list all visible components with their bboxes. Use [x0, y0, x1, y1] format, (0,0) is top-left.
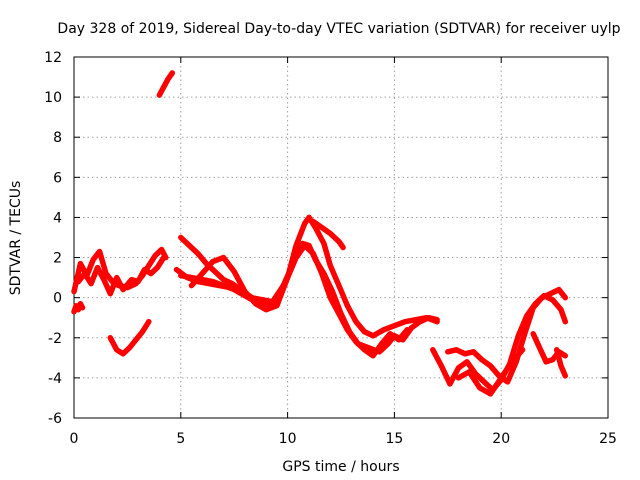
- x-tick-label: 10: [279, 431, 297, 447]
- y-tick-label: 10: [44, 90, 62, 106]
- y-tick-label: 4: [53, 210, 62, 226]
- chart-title: Day 328 of 2019, Sidereal Day-to-day VTE…: [57, 21, 620, 37]
- y-tick-label: 12: [44, 50, 62, 66]
- series-arc-12: [445, 286, 569, 385]
- x-tick-label: 15: [385, 431, 403, 447]
- y-tick-label: 8: [53, 130, 62, 146]
- data-traces: [71, 70, 569, 397]
- y-tick-label: 2: [53, 251, 62, 267]
- y-tick-label: 0: [53, 291, 62, 307]
- y-tick-label: -6: [48, 411, 62, 427]
- grid: [74, 57, 608, 418]
- series-arc-10: [310, 218, 346, 251]
- plot-frame: [73, 56, 609, 419]
- y-tick-label: -4: [48, 371, 62, 387]
- series-arc-13: [455, 347, 526, 397]
- x-axis-label: GPS time / hours: [282, 459, 399, 475]
- series-arc-7: [178, 242, 410, 359]
- series-arc-9: [188, 214, 440, 339]
- x-tick-label: 20: [492, 431, 510, 447]
- series-arc-5: [156, 70, 176, 98]
- y-tick-label: -2: [48, 331, 62, 347]
- x-tick-label: 5: [176, 431, 185, 447]
- y-axis-label: SDTVAR / TECUs: [8, 181, 24, 296]
- x-tick-label: 25: [599, 431, 617, 447]
- series-arc-3: [75, 254, 167, 297]
- axis-ticks: 0 5 10 15 20 25 -6 -4 -2 0 2 4 6 8 10 12: [44, 50, 617, 447]
- series-arc-4: [107, 318, 152, 357]
- x-tick-label: 0: [70, 431, 79, 447]
- y-tick-label: 6: [53, 170, 62, 186]
- series-arc-1: [71, 300, 86, 315]
- series-arc-15: [553, 347, 569, 379]
